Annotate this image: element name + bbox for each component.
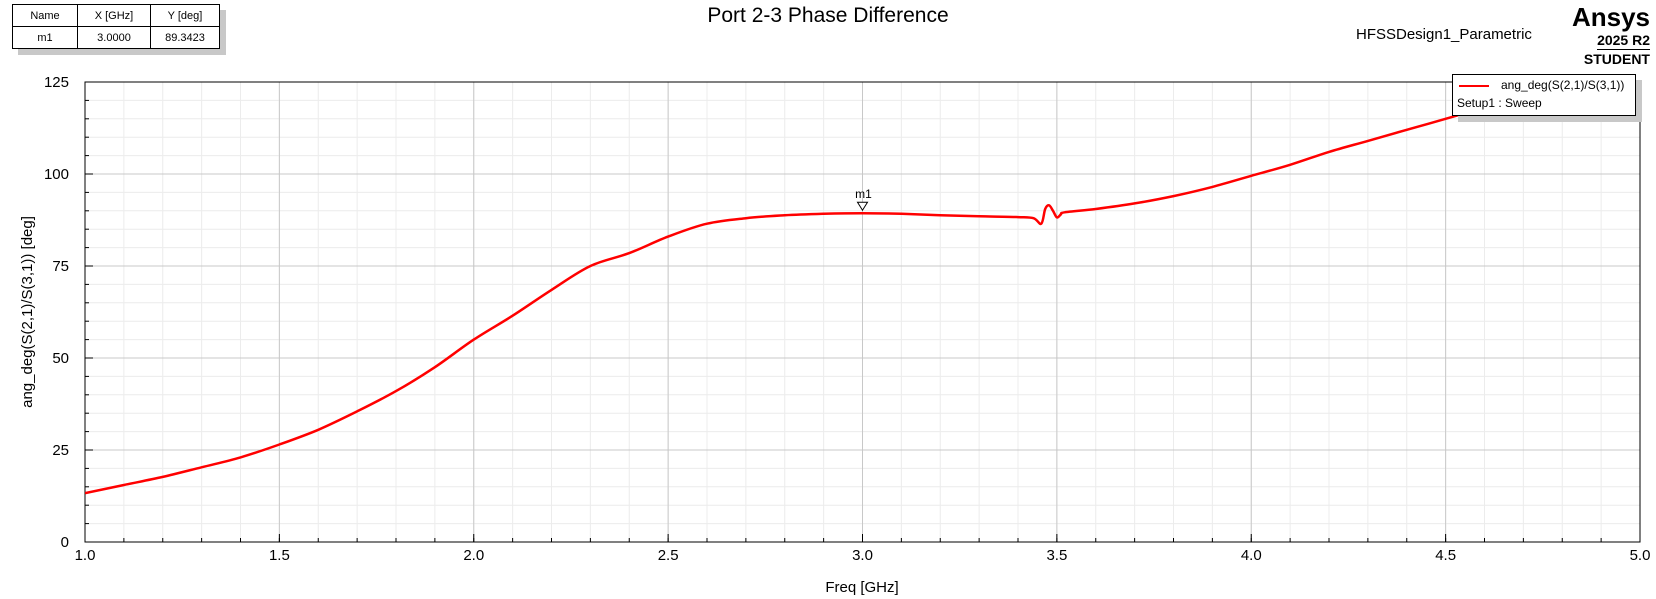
brand-version: 2025 R2 (1597, 32, 1650, 50)
marker-table-header-y: Y [deg] (150, 4, 220, 27)
marker-table: Name X [GHz] Y [deg] m1 3.0000 89.3423 (12, 4, 220, 49)
y-tick-label: 125 (44, 74, 69, 91)
marker-triangle-icon (856, 201, 869, 212)
series-layer (85, 82, 1592, 495)
plot-grid (84, 81, 1641, 543)
marker-name-cell: m1 (12, 26, 78, 49)
y-tick-label: 100 (44, 166, 69, 183)
legend-sweep-label: Setup1 : Sweep (1457, 96, 1542, 110)
x-tick-label: 1.0 (75, 547, 96, 564)
y-axis-label: ang_deg(S(2,1)/S(3,1)) [deg] (19, 216, 36, 408)
series-line (85, 82, 1592, 495)
marker-y-cell: 89.3423 (150, 26, 220, 49)
marker-table-header-x: X [GHz] (77, 4, 151, 27)
x-tick-label: 2.0 (463, 547, 484, 564)
y-tick-label: 0 (61, 534, 69, 551)
legend-line-swatch (1459, 85, 1489, 87)
x-tick-label: 4.0 (1241, 547, 1262, 564)
marker-x-cell: 3.0000 (77, 26, 151, 49)
brand-edition: STUDENT (1583, 51, 1650, 67)
x-tick-label: 4.5 (1435, 547, 1456, 564)
y-tick-label: 75 (52, 258, 69, 275)
chart-legend[interactable]: ang_deg(S(2,1)/S(3,1)) Setup1 : Sweep (1452, 74, 1636, 116)
marker-table-row: m1 3.0000 89.3423 (12, 26, 220, 49)
axis-ticks: 1.0 1.5 2.0 2.5 3.0 3.5 4.0 4.5 5.0 0 25 50 75 100 125 (44, 74, 1650, 564)
x-axis-label: Freq [GHz] (825, 579, 898, 596)
y-tick-label: 25 (52, 442, 69, 459)
chart-title: Port 2-3 Phase Difference (707, 4, 949, 27)
x-tick-label: 1.5 (269, 547, 290, 564)
x-tick-label: 3.5 (1046, 547, 1067, 564)
x-tick-label: 5.0 (1630, 547, 1651, 564)
x-tick-label: 3.0 (852, 547, 873, 564)
marker-layer: m1 (855, 187, 872, 212)
x-tick-label: 2.5 (658, 547, 679, 564)
marker-label: m1 (855, 187, 872, 201)
marker-table-header: Name X [GHz] Y [deg] (12, 4, 220, 27)
design-name: HFSSDesign1_Parametric (1356, 26, 1532, 43)
legend-series-label: ang_deg(S(2,1)/S(3,1)) (1501, 78, 1625, 92)
brand-name: Ansys (1571, 2, 1650, 32)
ansys-logo: Ansys 2025 R2 STUDENT (1540, 2, 1650, 68)
y-tick-label: 50 (52, 350, 69, 367)
